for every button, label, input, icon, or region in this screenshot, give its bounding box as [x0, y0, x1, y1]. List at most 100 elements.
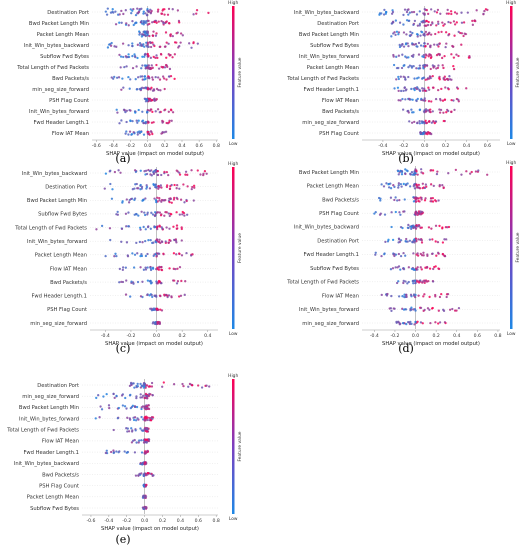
shap-point — [177, 46, 180, 49]
shap-point — [157, 67, 161, 70]
shap-point — [383, 252, 386, 255]
shap-point — [152, 254, 155, 258]
feature-label: Init_Win_bytes_backward — [294, 225, 359, 231]
shap-point — [393, 87, 396, 90]
shap-point — [162, 75, 165, 78]
shap-point — [403, 8, 407, 11]
shap-point — [142, 429, 145, 432]
x-tick-label: -0.4 — [109, 143, 118, 149]
shap-point — [392, 21, 395, 24]
shap-point — [389, 196, 393, 199]
shap-point — [414, 320, 417, 324]
feature-label: Flow IAT Mean — [50, 266, 87, 272]
shap-point — [437, 31, 440, 34]
shap-point — [401, 321, 405, 325]
shap-point — [452, 99, 455, 102]
shap-point — [138, 87, 141, 91]
shap-point — [178, 265, 182, 269]
shap-point — [149, 267, 152, 270]
shap-point — [445, 295, 448, 299]
shap-point — [406, 226, 410, 229]
shap-point — [113, 255, 116, 258]
shap-point — [401, 53, 404, 56]
shap-point — [486, 173, 489, 176]
shap-point — [140, 429, 144, 432]
shap-point — [382, 13, 386, 16]
shap-point — [442, 119, 445, 123]
shap-point — [415, 210, 418, 213]
shap-point — [427, 20, 430, 24]
shap-point — [136, 56, 139, 60]
shap-point — [431, 197, 435, 200]
shap-point — [179, 198, 183, 201]
shap-point — [417, 294, 420, 297]
shap-point — [156, 170, 159, 173]
x-tick-label: -0.2 — [126, 333, 135, 339]
shap-point — [123, 108, 126, 112]
shap-point — [415, 279, 418, 282]
shap-point — [146, 418, 149, 422]
shap-point — [437, 64, 440, 67]
shap-point — [402, 13, 405, 17]
shap-point — [410, 227, 413, 230]
colorbar-low-label: Low — [229, 331, 238, 337]
shap-point — [431, 169, 435, 172]
shap-point — [383, 213, 387, 216]
shap-point — [132, 418, 136, 422]
shap-point — [404, 254, 407, 257]
shap-point — [158, 111, 161, 114]
shap-point — [142, 198, 145, 202]
shap-point — [142, 133, 146, 136]
shap-point — [146, 43, 150, 46]
shap-point — [407, 75, 410, 79]
shap-point — [143, 55, 146, 58]
shap-point — [151, 34, 154, 37]
feature-label: Subflow Fwd Bytes — [310, 43, 359, 49]
shap-point — [144, 21, 148, 25]
shap-point — [181, 34, 184, 37]
shap-point — [445, 42, 448, 45]
shap-point — [157, 252, 160, 255]
shap-point — [131, 404, 135, 407]
shap-point — [172, 225, 175, 228]
shap-point — [154, 199, 158, 202]
shap-point — [122, 12, 125, 16]
shap-point — [398, 323, 401, 326]
shap-point — [421, 31, 424, 34]
colorbar — [232, 379, 235, 514]
shap-point — [462, 34, 465, 38]
shap-point — [176, 184, 179, 187]
shap-point — [440, 87, 443, 91]
x-tick-label: 0.4 — [204, 333, 211, 339]
shap-point — [397, 182, 400, 185]
shap-point — [403, 198, 406, 201]
shap-point — [397, 186, 400, 189]
shap-point — [423, 186, 427, 190]
shap-point — [139, 427, 142, 430]
shap-point — [435, 24, 438, 27]
shap-point — [160, 173, 163, 177]
shap-point — [413, 183, 416, 187]
shap-point — [414, 293, 417, 297]
shap-point — [170, 295, 173, 298]
shap-point — [404, 98, 407, 101]
shap-point — [121, 404, 125, 407]
shap-point — [416, 320, 419, 323]
shap-point — [408, 34, 411, 37]
shap-point — [133, 253, 137, 256]
shap-point — [433, 265, 436, 269]
shap-point — [130, 12, 133, 15]
shap-point — [405, 237, 408, 241]
shap-point — [178, 171, 181, 174]
shap-point — [191, 253, 194, 256]
shap-point — [150, 9, 153, 13]
shap-point — [390, 12, 394, 15]
shap-point — [123, 405, 127, 408]
shap-point — [384, 12, 387, 15]
shap-point — [397, 89, 400, 93]
shap-point — [434, 97, 438, 101]
shap-point — [178, 173, 182, 176]
feature-label: Packet Length Mean — [307, 65, 359, 71]
shap-point — [407, 280, 410, 284]
feature-label: PSH Flag Count — [39, 483, 79, 489]
